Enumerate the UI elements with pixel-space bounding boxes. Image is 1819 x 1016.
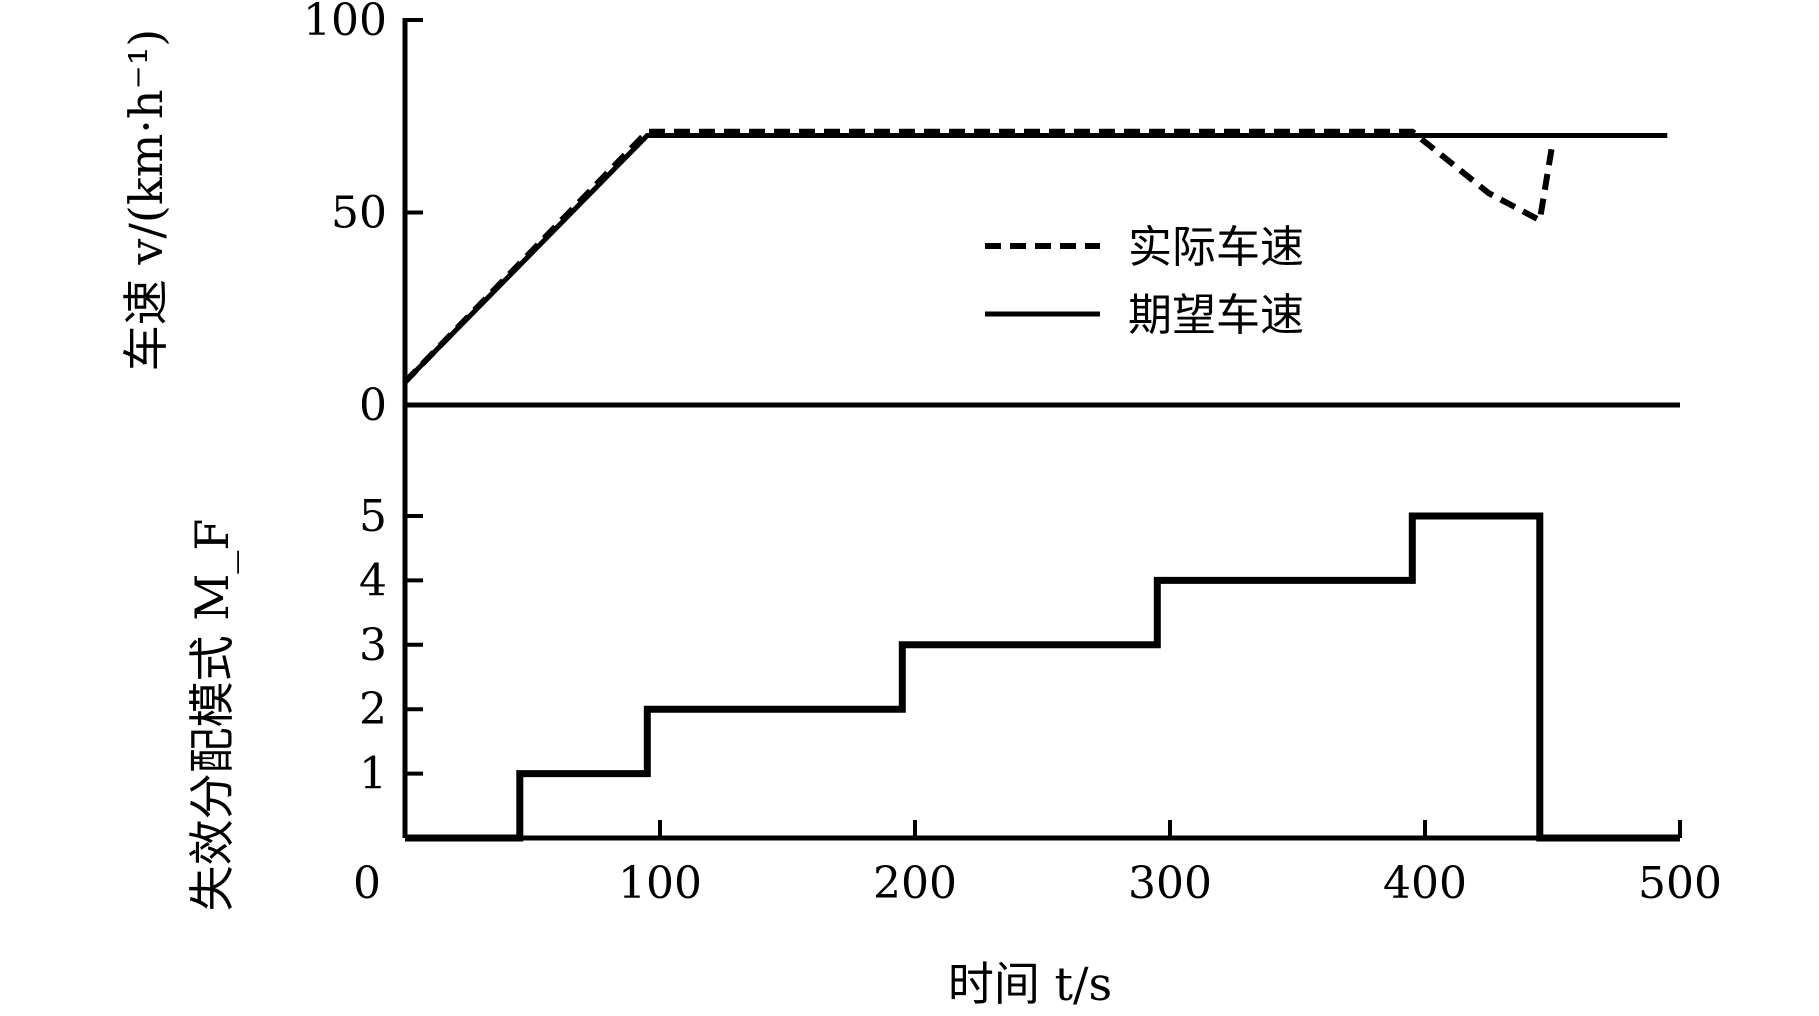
legend-label-actual: 实际车速 (1128, 222, 1304, 273)
series-actual-speed (402, 128, 1556, 384)
time-tick-label: 400 (1383, 858, 1467, 909)
axes-layer (402, 18, 1680, 841)
mode-axis-label: 失效分配模式 M_F (185, 519, 239, 912)
mode-tick-label: 4 (359, 555, 387, 606)
time-tick-label: 100 (618, 858, 702, 909)
mode-tick-label: 2 (359, 684, 387, 735)
series-failure-mode (405, 512, 1680, 842)
time-tick-label: 500 (1638, 858, 1722, 909)
mode-tick-label: 1 (359, 749, 387, 800)
series-desired-speed (403, 133, 1668, 384)
speed-tick-label: 50 (331, 188, 387, 239)
legend: 实际车速 期望车速 (985, 222, 1304, 341)
legend-label-desired: 期望车速 (1128, 290, 1304, 341)
time-tick-label: 300 (1128, 858, 1212, 909)
speed-tick-label: 0 (359, 380, 387, 431)
time-tick-label: 200 (873, 858, 957, 909)
mode-tick-label: 3 (359, 620, 387, 671)
mode-tick-label: 5 (359, 491, 387, 542)
series-layer (402, 128, 1680, 842)
speed-tick-label: 100 (303, 0, 387, 46)
time-axis-label: 时间 t/s (948, 957, 1112, 1011)
time-tick-label: 0 (353, 858, 381, 909)
speed-axis-label: 车速 v/(km·h⁻¹) (119, 29, 173, 371)
